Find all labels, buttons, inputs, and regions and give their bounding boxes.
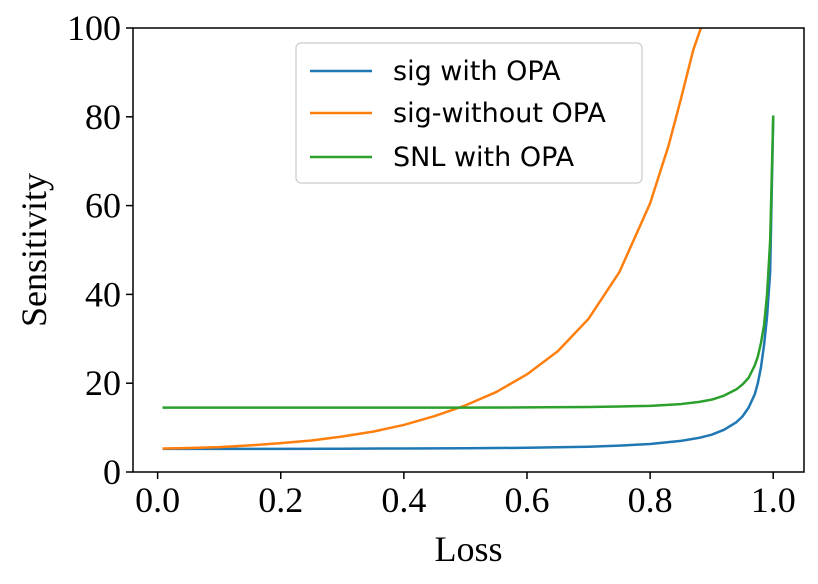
series-layer	[162, 28, 775, 451]
y-tick-label: 40	[85, 274, 121, 314]
x-axis-label: Loss	[434, 529, 502, 569]
x-tick-label: 1.0	[751, 480, 796, 520]
y-tick-label: 80	[85, 97, 121, 137]
x-tick-label: 0.6	[504, 480, 549, 520]
y-axis: 0 20 40 60 80 100	[67, 8, 133, 492]
y-tick-label: 60	[85, 186, 121, 226]
legend-label-3: SNL with OPA	[393, 142, 575, 173]
legend-label-2: sig-without OPA	[393, 98, 606, 129]
x-tick-label: 0.8	[628, 480, 673, 520]
x-tick-label: 0.0	[135, 480, 180, 520]
x-tick-label: 0.4	[381, 480, 426, 520]
legend-box	[295, 42, 643, 184]
x-axis: 0.0 0.2 0.4 0.6 0.8 1.0	[135, 472, 796, 520]
legend-label-1: sig with OPA	[393, 56, 561, 87]
y-tick-label: 20	[85, 363, 121, 403]
series-line-2	[162, 28, 703, 450]
plot-frame	[132, 27, 805, 473]
y-tick-label: 0	[103, 452, 121, 492]
x-tick-label: 0.2	[258, 480, 303, 520]
y-tick-label: 100	[67, 8, 121, 48]
series-line-3	[162, 115, 775, 409]
series-line-1	[162, 115, 775, 451]
y-axis-label: Sensitivity	[14, 173, 54, 327]
legend: sig with OPA sig-without OPA SNL with OPA	[295, 42, 643, 184]
